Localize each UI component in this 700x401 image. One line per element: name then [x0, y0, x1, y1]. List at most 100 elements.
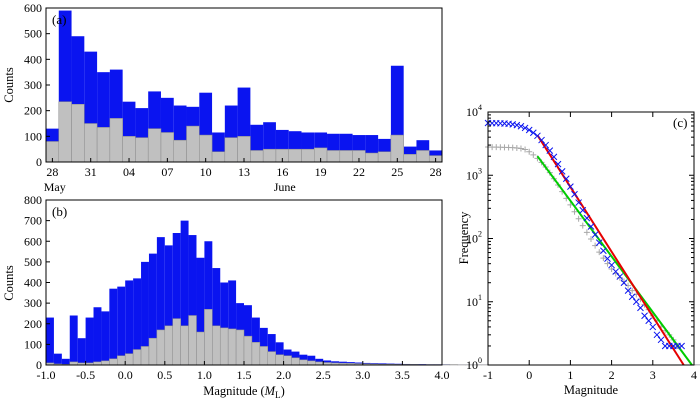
x-marker	[645, 317, 653, 325]
x-tick-label-b: 1.5	[237, 368, 252, 382]
plus-marker	[526, 148, 533, 155]
bar-total	[93, 307, 102, 365]
bar-total	[61, 358, 70, 365]
axes-a: 0 100 200 300 400 500 600 28 31 04 07 10 13 16 19 22 25 2…	[24, 1, 442, 194]
histogram-daily-counts: 0 100 200 300 400 500 600 28 31 04 07 10 13 16 19 22 25 2…	[2, 1, 443, 194]
x-tick-label-b: 3.5	[395, 368, 410, 382]
x-marker	[608, 261, 615, 269]
plus-marker	[596, 249, 603, 256]
panel-label-a: (a)	[52, 12, 66, 27]
x-marker	[632, 298, 640, 306]
bar-subset	[275, 354, 284, 366]
bar-total	[53, 353, 62, 365]
x-marker	[624, 287, 632, 294]
bar-subset	[173, 139, 187, 163]
y-tick-label-a: 400	[24, 52, 42, 66]
x-axis-label-b: Magnitude (ML)	[203, 384, 285, 400]
x-tick-label-a: 13	[238, 165, 250, 179]
x-marker	[521, 124, 529, 132]
bar-subset	[204, 309, 213, 366]
bar-subset	[212, 325, 221, 366]
plus-marker	[579, 222, 586, 229]
bar-subset	[148, 337, 158, 366]
bar-subset	[288, 148, 302, 163]
x-marker	[620, 279, 628, 287]
bar-subset	[132, 349, 142, 366]
y-tick-label-b: 300	[24, 296, 42, 310]
plus-marker	[625, 282, 632, 289]
x-marker	[678, 342, 685, 350]
y-axis-label-a: Counts	[2, 67, 16, 103]
bar-subset	[135, 137, 149, 163]
x-tick-label-b: 4.0	[435, 368, 450, 382]
x-marker	[612, 268, 620, 275]
x-marker	[604, 255, 611, 263]
bar-subset	[211, 151, 226, 163]
y-tick-label-b: 0	[36, 358, 42, 372]
x-tick-label-b: -1.0	[37, 368, 56, 382]
y-tick-label-a: 500	[24, 27, 42, 41]
bar-subset	[403, 154, 417, 163]
y-axis-label-b: Counts	[2, 265, 16, 301]
plus-marker	[513, 144, 520, 151]
bar-subset	[109, 358, 118, 366]
y-tick-label-b: 700	[24, 214, 42, 228]
panel-label-c: (c)	[673, 115, 687, 130]
bar-subset	[219, 327, 229, 366]
bar-subset	[140, 346, 150, 366]
x-marker	[616, 273, 624, 280]
month-label-may: May	[44, 180, 66, 194]
fit-line-subset	[536, 155, 693, 366]
bar-total	[180, 220, 189, 365]
plus-marker	[583, 229, 590, 236]
y-tick-label-a: 300	[24, 78, 42, 92]
bar-total	[212, 268, 221, 365]
x-marker	[657, 336, 665, 344]
x-tick-label-a: 28	[46, 165, 58, 179]
y-tick-label-b: 800	[24, 193, 42, 207]
y-tick-label-c: 104	[466, 103, 482, 119]
bar-total	[220, 282, 229, 365]
bar-subset	[172, 318, 181, 366]
bar-total	[188, 235, 197, 365]
x-tick-label-a: 16	[276, 165, 288, 179]
bar-subset	[180, 325, 189, 366]
plus-marker	[629, 287, 636, 294]
x-tick-label-c: -1	[483, 368, 493, 382]
month-label-june: June	[274, 180, 296, 194]
x-marker	[567, 183, 574, 191]
x-tick-label-a: 31	[85, 165, 97, 179]
bar-subset	[243, 335, 253, 366]
bar-subset	[188, 315, 197, 366]
y-tick-label-a: 200	[24, 104, 42, 118]
bar-total	[164, 245, 173, 365]
x-marker	[558, 168, 566, 175]
bar-subset	[117, 355, 126, 366]
bar-total	[275, 342, 284, 365]
bar-total	[101, 311, 110, 365]
y-tick-label-b: 100	[24, 337, 42, 351]
bar-subset	[390, 134, 404, 163]
bar-subset	[101, 360, 110, 366]
bar-total	[69, 315, 78, 365]
plus-marker	[600, 255, 607, 262]
histogram-magnitude: 0 100 200 300 400 500 600 700 800 -1.0 -0.5 0.0 0.5 1…	[2, 193, 700, 400]
bar-subset	[186, 125, 200, 163]
x-marker	[591, 231, 599, 239]
panel-label-b: (b)	[52, 204, 67, 219]
fit-line-total	[536, 134, 685, 366]
bar-total	[267, 334, 276, 365]
x-tick-label-c: 4	[691, 368, 697, 382]
x-tick-label-b: 1.0	[197, 368, 212, 382]
bar-subset	[227, 328, 237, 366]
x-marker	[628, 293, 636, 301]
x-marker	[583, 214, 591, 222]
x-marker	[546, 147, 554, 154]
bar-subset	[250, 150, 264, 163]
bar-subset	[283, 355, 292, 366]
y-tick-label-b: 500	[24, 255, 42, 269]
y-tick-label-c: 101	[466, 293, 482, 309]
bar-total	[148, 253, 157, 365]
x-marker	[562, 175, 570, 183]
x-tick-label-b: 3.0	[355, 368, 370, 382]
